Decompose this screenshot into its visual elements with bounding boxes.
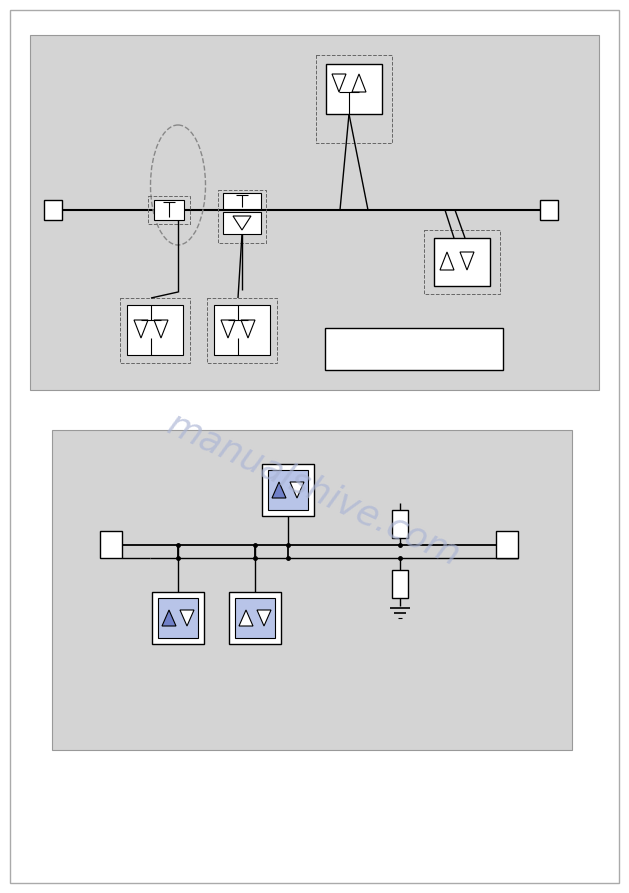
Bar [207,298,277,363]
Bar [152,592,204,644]
Bar [229,592,281,644]
Bar [434,238,490,286]
Bar [496,531,518,558]
Polygon shape [162,610,176,626]
Bar [30,35,599,390]
Bar [120,298,190,363]
Bar [44,200,62,220]
Bar [424,230,500,294]
Bar [235,598,275,638]
Bar [392,570,408,598]
Polygon shape [272,482,286,498]
Bar [218,190,266,243]
Bar [148,196,190,224]
Bar [127,305,183,355]
Bar [326,64,382,114]
Polygon shape [440,252,454,270]
Polygon shape [239,610,253,626]
Bar [262,464,314,516]
Bar [268,470,308,510]
Polygon shape [180,610,194,626]
Polygon shape [290,482,304,498]
Polygon shape [352,74,366,92]
Bar [392,510,408,538]
Bar [158,598,198,638]
Text: manualshive.com: manualshive.com [162,407,466,573]
Polygon shape [460,252,474,270]
Bar [540,200,558,220]
Bar [223,193,261,209]
Polygon shape [134,320,148,338]
Bar [214,305,270,355]
Polygon shape [221,320,235,338]
Bar [154,200,184,220]
Polygon shape [332,74,346,92]
Bar [100,531,122,558]
Bar [52,430,572,750]
Polygon shape [154,320,168,338]
Bar [223,212,261,234]
Polygon shape [257,610,271,626]
Polygon shape [241,320,255,338]
Bar [325,328,503,370]
Bar [316,55,392,143]
Polygon shape [233,216,251,230]
